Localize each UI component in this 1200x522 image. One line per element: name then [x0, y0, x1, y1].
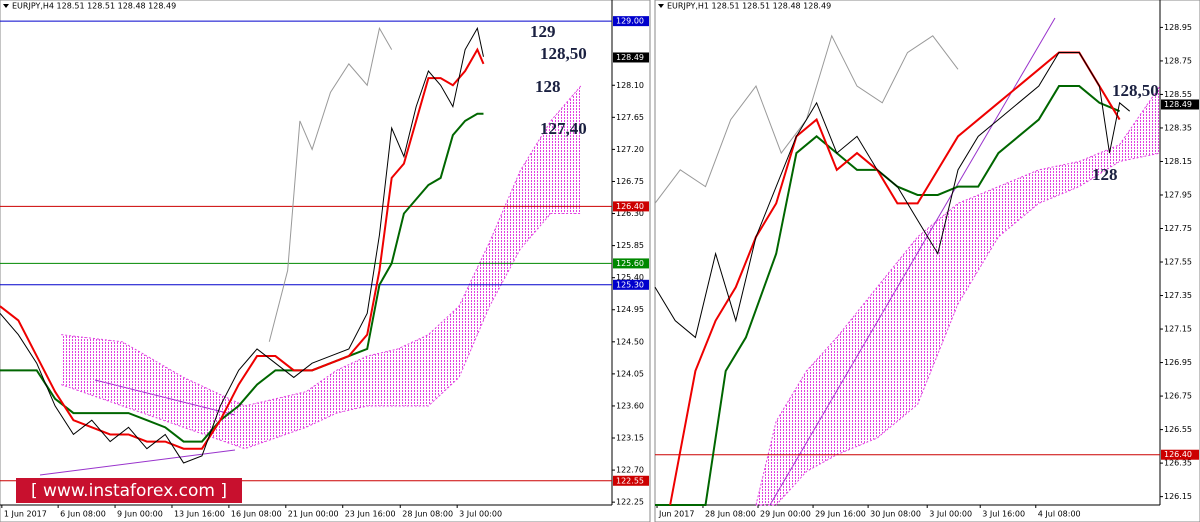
annotation: 128 — [535, 77, 561, 96]
cloud-fill — [756, 86, 1160, 506]
chart-title: EURJPY,H1 128.51 128.51 128.48 128.49 — [667, 2, 831, 11]
level-tag — [613, 279, 649, 290]
watermark: [ www.instaforex.com ] — [31, 481, 227, 501]
cloud-span — [756, 152, 1161, 506]
x-tick-label: 29 Jun 00:00 — [760, 510, 811, 519]
left-panel — [0, 0, 651, 522]
price-line — [0, 47, 485, 450]
price-line — [669, 51, 1121, 506]
cloud-span — [755, 85, 1161, 506]
cloud-span — [61, 84, 582, 407]
y-tick-label: 126.75 — [1164, 392, 1192, 401]
x-tick-label: 16 Jun 08:00 — [231, 510, 282, 519]
y-tick-label: 126.95 — [1164, 358, 1192, 367]
price-line — [654, 52, 1131, 339]
y-tick-label: 128.35 — [1164, 123, 1192, 132]
y-tick-label: 125.40 — [616, 273, 644, 282]
level-label: 122.55 — [616, 476, 644, 485]
cloud-fill — [61, 85, 582, 449]
annotation: 129 — [530, 22, 556, 41]
y-tick-label: 128.15 — [1164, 157, 1192, 166]
y-tick-label: 127.75 — [1164, 224, 1192, 233]
price-line — [268, 26, 393, 342]
y-tick-label: 127.65 — [616, 113, 644, 122]
level-tag — [613, 201, 649, 212]
y-tick-label: 127.35 — [1164, 291, 1192, 300]
level-label: 126.40 — [616, 202, 644, 211]
annotation: 128,50 — [540, 44, 587, 63]
y-tick-label: 122.70 — [616, 466, 644, 475]
annotation: 127,40 — [540, 119, 587, 138]
chart-title: EURJPY,H4 128.51 128.51 128.48 128.49 — [12, 2, 176, 11]
level-tag — [613, 16, 649, 27]
y-tick-label: 126.75 — [616, 177, 644, 186]
y-tick-label: 126.35 — [1164, 459, 1192, 468]
level-tag — [613, 475, 649, 486]
x-tick-label: 3 Jul 00:00 — [459, 510, 502, 519]
x-tick-label: 23 Jun 16:00 — [345, 510, 396, 519]
y-tick-label: 128.95 — [1164, 23, 1192, 32]
x-tick-label: 4 Jul 08:00 — [1038, 510, 1081, 519]
level-label: 129.00 — [616, 17, 644, 26]
menu-arrow — [658, 4, 664, 8]
y-tick-label: 128.75 — [1164, 56, 1192, 65]
level-tag — [1161, 449, 1199, 460]
current-price-tag — [613, 52, 649, 63]
level-tag — [613, 258, 649, 269]
watermark-box — [16, 478, 242, 503]
y-tick-label: 127.20 — [616, 145, 644, 154]
level-label: 126.40 — [1164, 450, 1192, 459]
x-tick-label: 6 Jun 08:00 — [60, 510, 106, 519]
level-label: 125.30 — [616, 280, 644, 289]
x-tick-label: 29 Jun 16:00 — [815, 510, 866, 519]
y-tick-label: 124.50 — [616, 337, 644, 346]
y-tick-label: 126.30 — [616, 209, 644, 218]
level-label: 125.60 — [616, 259, 644, 268]
y-tick-label: 125.85 — [616, 241, 644, 250]
y-tick-label: 126.15 — [1164, 492, 1192, 501]
x-tick-label: 21 Jun 00:00 — [288, 510, 339, 519]
current-price-tag — [1161, 99, 1199, 110]
y-tick-label: 126.55 — [1164, 425, 1192, 434]
y-tick-label: 124.95 — [616, 305, 644, 314]
x-tick-label: 28 Jun 08:00 — [705, 510, 756, 519]
x-tick-label: 3 Jul 00:00 — [929, 510, 972, 519]
x-tick-label: Jun 2017 — [658, 510, 694, 519]
x-tick-label: 30 Jun 08:00 — [870, 510, 921, 519]
y-tick-label: 123.15 — [616, 434, 644, 443]
y-tick-label: 123.60 — [616, 401, 644, 410]
y-tick-label: 124.05 — [616, 369, 644, 378]
y-tick-label: 127.15 — [1164, 325, 1192, 334]
x-tick-label: 13 Jun 16:00 — [174, 510, 225, 519]
menu-arrow — [3, 4, 9, 8]
y-tick-label: 128.10 — [616, 81, 644, 90]
current-price-label: 128.49 — [1164, 100, 1192, 109]
annotation: 128,50 — [1112, 81, 1159, 100]
current-price-label: 128.49 — [616, 53, 644, 62]
cloud-span — [61, 213, 582, 450]
y-tick-label: 127.95 — [1164, 190, 1192, 199]
y-tick-label: 122.25 — [616, 498, 644, 507]
price-line — [0, 26, 484, 464]
y-tick-label: 128.55 — [1164, 90, 1192, 99]
annotation: 128 — [1092, 165, 1118, 184]
x-tick-label: 9 Jun 00:00 — [117, 510, 163, 519]
x-tick-label: 1 Jun 2017 — [4, 510, 47, 519]
price-line — [0, 112, 484, 443]
x-tick-label: 3 Jul 16:00 — [982, 510, 1025, 519]
x-tick-label: 28 Jun 08:00 — [402, 510, 453, 519]
y-tick-label: 127.55 — [1164, 258, 1192, 267]
price-line — [655, 85, 1120, 506]
